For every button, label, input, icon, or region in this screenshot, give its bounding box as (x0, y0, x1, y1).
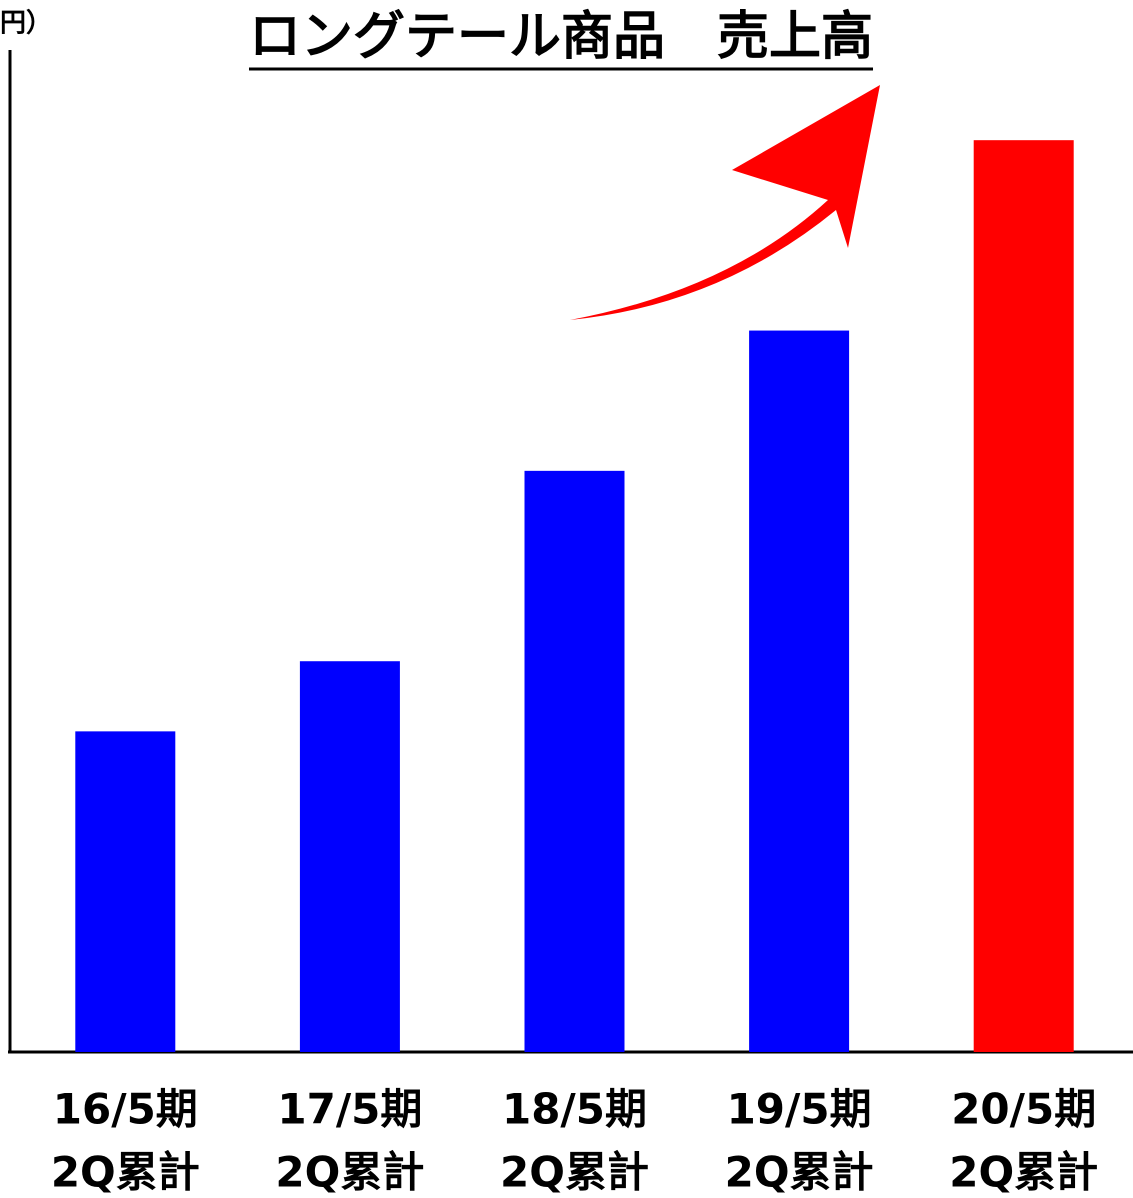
x-tick-label: 2Q累計 (275, 1148, 424, 1197)
trend-arrow (570, 85, 880, 320)
x-tick-label: 2Q累計 (725, 1148, 874, 1197)
bar (973, 140, 1074, 1052)
x-tick-label: 20/5期 (951, 1085, 1096, 1134)
x-tick-label: 18/5期 (502, 1085, 647, 1134)
bar (75, 731, 176, 1052)
x-tick-label: 2Q累計 (500, 1148, 649, 1197)
bar (299, 661, 400, 1052)
x-tick-label: 17/5期 (277, 1085, 422, 1134)
x-tick-label: 2Q累計 (949, 1148, 1098, 1197)
x-tick-label: 2Q累計 (51, 1148, 200, 1197)
x-tick-label: 19/5期 (727, 1085, 872, 1134)
bar (749, 330, 850, 1052)
chart-title: ロングテール商品 売上高 (249, 7, 873, 67)
bar (524, 470, 625, 1053)
x-tick-label: 16/5期 (53, 1085, 198, 1134)
unit-label: 円） (0, 9, 52, 39)
